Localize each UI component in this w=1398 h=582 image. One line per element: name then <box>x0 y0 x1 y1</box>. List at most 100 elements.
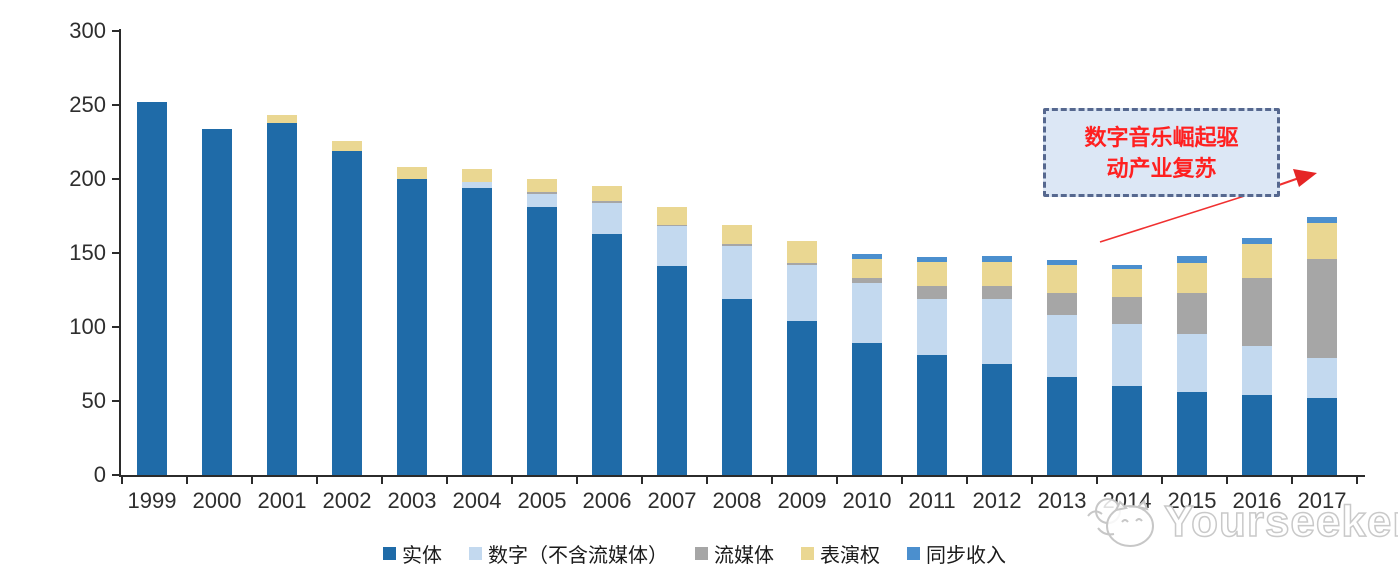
x-axis-tick-label: 2005 <box>517 488 567 513</box>
x-axis-tick <box>706 477 708 484</box>
legend-item: 表演权 <box>801 539 880 568</box>
x-axis-tick <box>1096 477 1098 484</box>
bar-segment <box>787 321 817 475</box>
bar-segment <box>722 224 752 245</box>
x-axis-tick <box>381 477 383 484</box>
bar-segment <box>722 244 752 246</box>
legend-swatch-icon <box>695 547 708 560</box>
bar-segment <box>1047 315 1077 378</box>
x-axis-tick <box>511 477 513 484</box>
x-axis-tick <box>1226 477 1228 484</box>
y-axis-tick-label: 300 <box>69 18 106 43</box>
bar-segment <box>982 298 1012 364</box>
bar-segment <box>592 202 622 234</box>
legend-label: 同步收入 <box>926 545 1006 567</box>
bar-segment <box>917 298 947 356</box>
x-axis-tick-label: 2009 <box>777 488 827 513</box>
bar-segment <box>657 226 687 267</box>
bar-segment <box>1242 244 1272 279</box>
y-axis-tick-label: 50 <box>81 388 106 413</box>
bar-segment <box>1307 223 1337 259</box>
bar-segment <box>1177 292 1207 335</box>
y-axis-line <box>119 29 121 477</box>
bar-segment <box>1177 334 1207 393</box>
x-axis-tick <box>771 477 773 484</box>
x-axis-tick-label: 2002 <box>322 488 372 513</box>
legend-swatch-icon <box>383 547 396 560</box>
bar-segment <box>397 179 427 475</box>
bar-segment <box>982 285 1012 299</box>
bar-segment <box>787 264 817 322</box>
bar-segment <box>1047 260 1077 265</box>
x-axis-line <box>119 475 1365 477</box>
bar-segment <box>462 168 492 182</box>
x-axis-tick <box>1031 477 1033 484</box>
y-axis-tick <box>112 326 119 328</box>
mascot-icon <box>1087 498 1154 547</box>
x-axis-tick-label: 2017 <box>1297 488 1347 513</box>
y-axis-tick <box>112 178 119 180</box>
bar-segment <box>657 207 687 225</box>
bar-segment <box>137 102 167 475</box>
bar-segment <box>982 261 1012 286</box>
bar-segment <box>1112 386 1142 475</box>
x-axis-tick-label: 2006 <box>582 488 632 513</box>
x-axis-tick <box>836 477 838 484</box>
legend-item: 同步收入 <box>907 539 1006 568</box>
bar-segment <box>917 355 947 475</box>
bar-segment <box>1242 346 1272 396</box>
x-axis-tick <box>186 477 188 484</box>
y-axis-tick-label: 0 <box>93 462 106 487</box>
bar-segment <box>1112 324 1142 387</box>
legend-swatch-icon <box>907 547 920 560</box>
x-axis-tick <box>446 477 448 484</box>
bar-segment <box>917 261 947 286</box>
bar-segment <box>852 282 882 344</box>
bar-segment <box>1242 278 1272 347</box>
bar-segment <box>332 150 362 475</box>
bar-segment <box>1307 358 1337 399</box>
x-axis-tick <box>576 477 578 484</box>
bar-segment <box>1177 255 1207 264</box>
x-axis-tick <box>966 477 968 484</box>
bar-segment <box>1112 264 1142 270</box>
y-axis-tick <box>112 30 119 32</box>
bar-segment <box>1112 269 1142 298</box>
bar-segment <box>267 115 297 123</box>
legend-swatch-icon <box>801 547 814 560</box>
bar-segment <box>1307 217 1337 224</box>
legend-label: 实体 <box>402 545 442 567</box>
watermark-text: Yourseeker <box>1163 496 1398 547</box>
bar-segment <box>202 128 232 475</box>
x-axis-tick <box>901 477 903 484</box>
bar-segment <box>1177 263 1207 293</box>
legend-label: 流媒体 <box>714 545 774 567</box>
x-axis-tick <box>1161 477 1163 484</box>
bar-segment <box>787 263 817 265</box>
bar-segment <box>1307 258 1337 359</box>
x-axis-tick-label: 2016 <box>1232 488 1282 513</box>
x-axis-tick-label: 2008 <box>712 488 762 513</box>
x-axis-tick-label: 2010 <box>842 488 892 513</box>
bar-segment <box>1307 398 1337 475</box>
bar-segment <box>1047 292 1077 316</box>
x-axis-tick-label: 2013 <box>1037 488 1087 513</box>
x-axis-tick-label: 2007 <box>647 488 697 513</box>
bar-segment <box>527 193 557 208</box>
x-axis-tick <box>316 477 318 484</box>
legend-item: 实体 <box>383 539 442 568</box>
x-axis-tick-label: 2001 <box>257 488 307 513</box>
y-axis-tick-label: 100 <box>69 314 106 339</box>
x-axis-tick-label: 1999 <box>127 488 177 513</box>
annotation-line1: 数字音乐崛起驱 <box>1084 124 1239 150</box>
bar-segment <box>1112 297 1142 325</box>
x-axis-tick-label: 2011 <box>908 488 956 513</box>
legend-item: 流媒体 <box>695 539 774 568</box>
watermark: Yourseeker <box>1086 494 1398 550</box>
bar-segment <box>332 140 362 151</box>
bar-segment <box>657 266 687 475</box>
x-axis-tick <box>251 477 253 484</box>
y-axis-tick-label: 250 <box>69 92 106 117</box>
bar-segment <box>527 192 557 194</box>
